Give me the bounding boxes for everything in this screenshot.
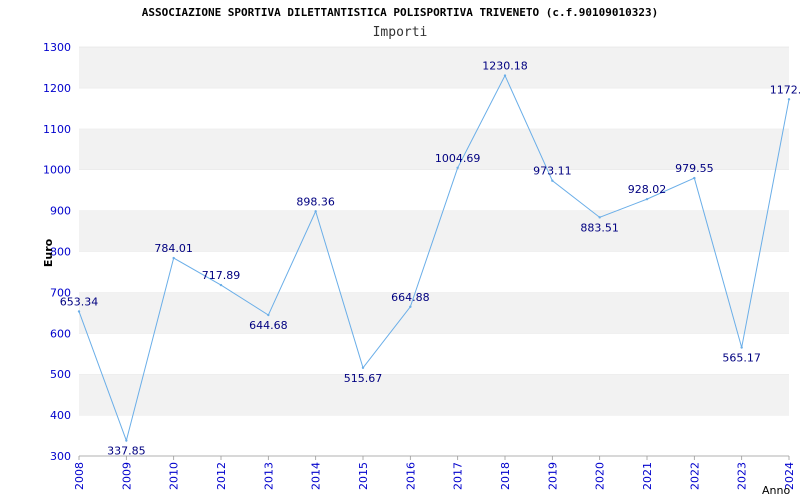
data-label: 565.17 [722,352,761,365]
x-tick-label: 2023 [736,462,749,490]
x-tick-label: 2012 [215,462,228,490]
y-tick-label: 1300 [43,41,71,54]
data-point [125,439,128,442]
data-point [693,176,696,180]
data-labels: 653.34 337.85 784.01 717.89 644.68 898.36 515.… [60,60,800,458]
data-label: 717.89 [202,269,241,282]
data-label: 515.67 [344,372,383,385]
data-point [409,305,412,308]
data-label: 973.11 [533,165,572,178]
x-axis-label: Anno [762,484,790,497]
y-tick-label: 700 [50,286,71,299]
data-label: 337.85 [107,445,146,458]
x-tick-label: 2015 [357,462,370,490]
grid-band [79,415,789,456]
data-point [77,310,81,313]
y-tick-label: 900 [50,205,71,218]
x-tick-label: 2010 [168,462,181,490]
grid-band [79,169,789,211]
x-tick-label: 2016 [404,462,417,490]
data-point [740,346,743,349]
y-axis-label: Euro [42,238,55,267]
data-point [598,216,601,219]
chart-subtitle: Importi [372,25,428,40]
chart-title: ASSOCIAZIONE SPORTIVA DILETTANTISTICA PO… [141,6,659,19]
x-tick-label: 2022 [688,462,701,490]
grid-band [79,87,789,129]
data-label: 653.34 [60,295,99,308]
data-label: 979.55 [675,162,714,175]
data-label: 1004.69 [435,152,481,165]
x-tick-label: 2018 [499,462,512,490]
x-tick-label: 2014 [310,462,323,490]
x-tick-label: 2013 [262,462,275,490]
data-label: 664.88 [391,291,430,304]
data-point [361,366,365,369]
data-point [267,313,270,317]
data-label: 784.01 [154,242,193,255]
grid-band [79,292,789,334]
grid-band [79,374,789,416]
grid-band [79,333,789,375]
data-point [314,210,317,213]
series-line [77,74,791,443]
data-point [551,179,554,182]
data-point [787,98,791,101]
y-tick-label: 1000 [43,164,71,177]
y-tick-label: 600 [50,327,71,340]
data-label: 898.36 [296,195,335,208]
plot-background-bands [79,46,789,456]
y-tick-label: 1200 [43,82,71,95]
data-point [219,283,223,287]
data-point [172,256,175,260]
x-tick-label: 2009 [120,462,133,490]
x-tick-label: 2020 [594,462,607,490]
x-tick-label: 2019 [546,462,559,490]
x-tick-label: 2024 [783,462,796,490]
x-axis: 2008 2009 2010 2012 2013 2014 2015 2016 2017 2018… [73,455,796,490]
data-point [456,166,459,169]
y-tick-label: 400 [50,409,71,422]
series-polyline [78,74,790,443]
data-label: 883.51 [580,221,619,234]
data-label: 644.68 [249,319,288,332]
data-point [503,74,507,77]
data-point [645,197,649,201]
grid-band [79,128,789,170]
data-label: 928.02 [628,183,667,196]
y-axis: 300 400 500 600 700 800 900 1000 1100 1200 1300 [43,41,71,463]
y-tick-label: 800 [50,246,71,259]
x-tick-label: 2021 [641,462,654,490]
y-tick-label: 500 [50,368,71,381]
x-tick-label: 2017 [452,462,465,490]
y-tick-label: 1100 [43,123,71,136]
grid-band [79,210,789,252]
data-label: 1172.1 [770,83,800,96]
x-tick-label: 2008 [73,462,86,490]
data-label: 1230.18 [482,60,528,73]
grid-band [79,251,789,293]
grid-band [79,47,789,88]
y-tick-label: 300 [50,450,71,463]
